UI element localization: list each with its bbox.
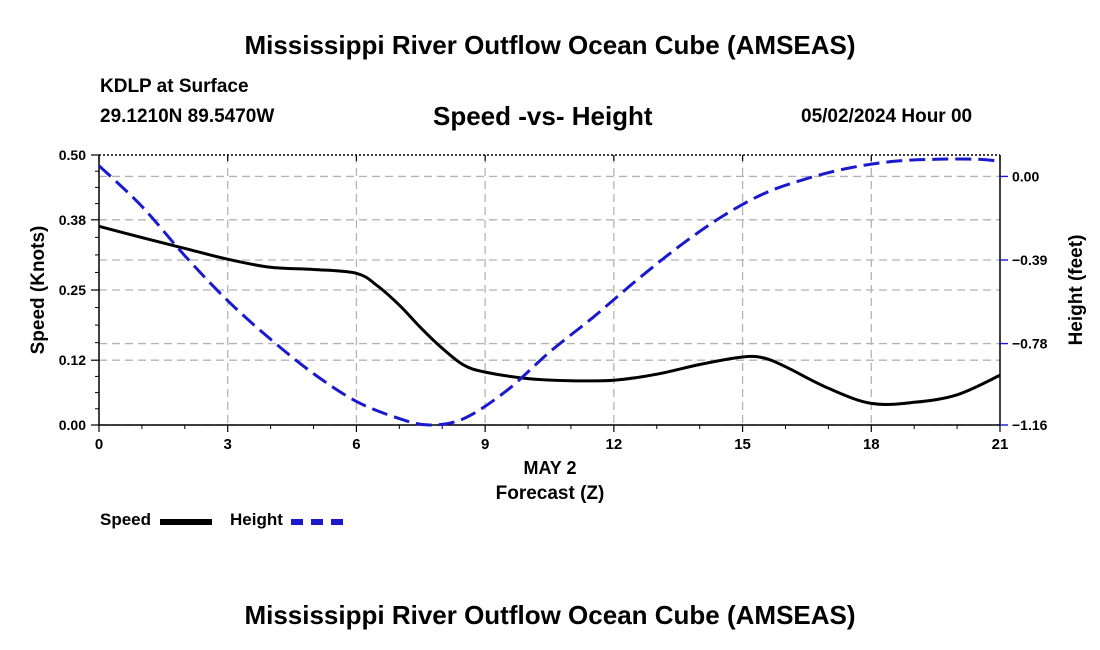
x-tick-label: 6 — [352, 436, 360, 453]
x-axis-date-label: MAY 2 — [523, 458, 577, 478]
legend-speed-label: Speed — [100, 510, 152, 529]
legend-height-label: Height — [230, 510, 283, 529]
y2-axis-title: Height (feet) — [1066, 235, 1087, 346]
height-series-line — [97, 157, 1001, 427]
chart-title: Mississippi River Outflow Ocean Cube (AM… — [244, 30, 856, 60]
legend-height-swatch — [291, 519, 343, 525]
x-tick-label: 12 — [606, 436, 623, 453]
y2-tick-label: 0.00 — [1012, 168, 1039, 184]
x-tick-label: 21 — [992, 436, 1009, 453]
coordinates-label: 29.1210N 89.5470W — [100, 106, 275, 127]
datetime-label: 05/02/2024 Hour 00 — [801, 106, 973, 127]
x-tick-label: 3 — [224, 436, 232, 453]
legend-speed-swatch — [160, 519, 212, 525]
speed-series-line — [98, 224, 1001, 406]
y2-tick-label: −1.16 — [1012, 417, 1048, 433]
x-tick-label: 15 — [734, 436, 751, 453]
y-tick-label: 0.00 — [59, 417, 86, 433]
y-tick-label: 0.12 — [59, 352, 86, 368]
y2-tick-label: −0.78 — [1012, 336, 1048, 352]
y2-tick-label: −0.39 — [1012, 252, 1048, 268]
y-axis-title: Speed (Knots) — [28, 226, 49, 355]
y-tick-label: 0.50 — [59, 147, 86, 163]
footer-title: Mississippi River Outflow Ocean Cube (AM… — [244, 600, 856, 630]
x-tick-label: 9 — [481, 436, 489, 453]
station-label: KDLP at Surface — [100, 76, 249, 97]
x-tick-label: 18 — [863, 436, 880, 453]
chart-subtitle: Speed -vs- Height — [433, 101, 653, 131]
y-tick-label: 0.25 — [59, 282, 86, 298]
x-axis-title: Forecast (Z) — [495, 483, 605, 504]
y-tick-label: 0.38 — [59, 212, 86, 228]
x-tick-label: 0 — [95, 436, 103, 453]
